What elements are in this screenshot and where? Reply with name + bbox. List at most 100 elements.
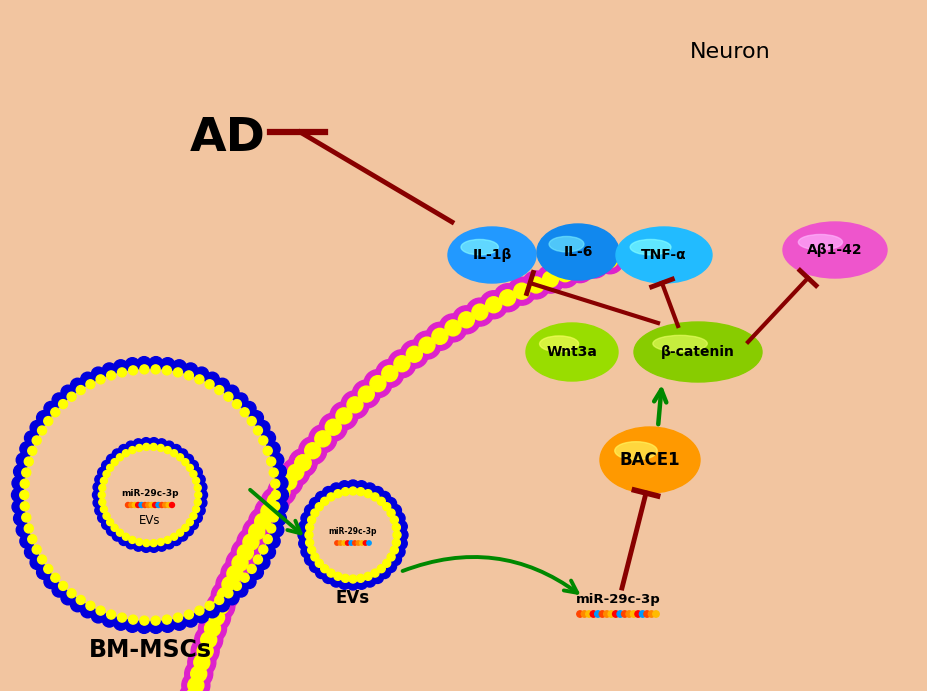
Circle shape (395, 538, 407, 549)
Circle shape (157, 439, 167, 449)
Circle shape (196, 475, 205, 484)
Circle shape (635, 611, 641, 617)
Circle shape (274, 468, 303, 496)
Circle shape (191, 637, 219, 665)
Circle shape (390, 546, 399, 554)
Circle shape (107, 610, 116, 619)
Circle shape (158, 538, 164, 545)
Circle shape (514, 283, 530, 299)
Circle shape (508, 277, 536, 305)
Circle shape (151, 365, 160, 374)
Circle shape (24, 431, 39, 445)
Circle shape (392, 523, 400, 531)
Circle shape (352, 380, 380, 408)
Circle shape (117, 529, 123, 536)
Circle shape (86, 380, 95, 389)
Circle shape (139, 502, 144, 507)
Circle shape (52, 583, 66, 597)
Circle shape (413, 331, 441, 359)
Circle shape (149, 437, 159, 448)
Circle shape (11, 488, 26, 502)
Circle shape (261, 431, 275, 445)
Circle shape (19, 534, 34, 548)
Circle shape (102, 363, 117, 377)
Circle shape (260, 503, 277, 520)
Circle shape (98, 491, 106, 498)
Circle shape (269, 468, 278, 477)
Ellipse shape (634, 322, 762, 382)
Circle shape (28, 535, 37, 544)
Circle shape (308, 546, 316, 554)
Circle shape (184, 526, 194, 536)
Circle shape (349, 575, 357, 583)
Circle shape (356, 481, 367, 493)
Circle shape (38, 555, 46, 564)
Circle shape (248, 417, 256, 426)
Circle shape (184, 613, 197, 627)
Circle shape (133, 439, 144, 449)
Circle shape (99, 484, 106, 491)
Ellipse shape (615, 442, 657, 460)
Text: Wnt3a: Wnt3a (547, 345, 597, 359)
Circle shape (613, 611, 619, 617)
Circle shape (215, 598, 230, 612)
Circle shape (97, 467, 108, 477)
Circle shape (393, 512, 405, 524)
Circle shape (268, 477, 296, 506)
Circle shape (347, 397, 363, 413)
Circle shape (164, 536, 171, 543)
Circle shape (377, 498, 386, 505)
Circle shape (393, 546, 405, 558)
Circle shape (382, 366, 398, 381)
Circle shape (172, 360, 186, 374)
Circle shape (363, 541, 368, 545)
Circle shape (205, 380, 214, 389)
Circle shape (347, 480, 359, 492)
Circle shape (289, 449, 317, 477)
Circle shape (342, 541, 347, 545)
Circle shape (192, 467, 202, 477)
Circle shape (146, 502, 151, 507)
Circle shape (364, 370, 392, 397)
Circle shape (188, 520, 198, 529)
Circle shape (107, 454, 117, 464)
Circle shape (346, 541, 349, 545)
Circle shape (141, 437, 151, 448)
Circle shape (387, 553, 395, 561)
Circle shape (357, 488, 364, 495)
Circle shape (158, 444, 164, 451)
Circle shape (630, 611, 637, 617)
Circle shape (572, 261, 588, 276)
Circle shape (305, 531, 313, 539)
Ellipse shape (549, 236, 584, 252)
Circle shape (192, 513, 202, 523)
Circle shape (209, 609, 224, 625)
Circle shape (107, 526, 117, 536)
Circle shape (205, 372, 220, 386)
Ellipse shape (537, 224, 619, 280)
Circle shape (310, 498, 322, 509)
Circle shape (20, 502, 30, 511)
Circle shape (261, 487, 289, 515)
Circle shape (184, 660, 212, 688)
Circle shape (137, 619, 151, 634)
Circle shape (122, 450, 130, 457)
Circle shape (151, 616, 160, 625)
Circle shape (308, 516, 316, 524)
Circle shape (197, 498, 207, 508)
Circle shape (311, 553, 319, 561)
Circle shape (164, 539, 174, 549)
Circle shape (182, 672, 210, 691)
Circle shape (217, 587, 234, 603)
Circle shape (253, 555, 262, 564)
Circle shape (452, 306, 480, 334)
Circle shape (385, 498, 397, 509)
Circle shape (349, 487, 357, 495)
Circle shape (92, 367, 106, 381)
Circle shape (274, 476, 288, 490)
Circle shape (178, 531, 188, 541)
Circle shape (51, 408, 60, 417)
Circle shape (150, 444, 157, 451)
Circle shape (372, 571, 384, 583)
Circle shape (360, 541, 364, 545)
